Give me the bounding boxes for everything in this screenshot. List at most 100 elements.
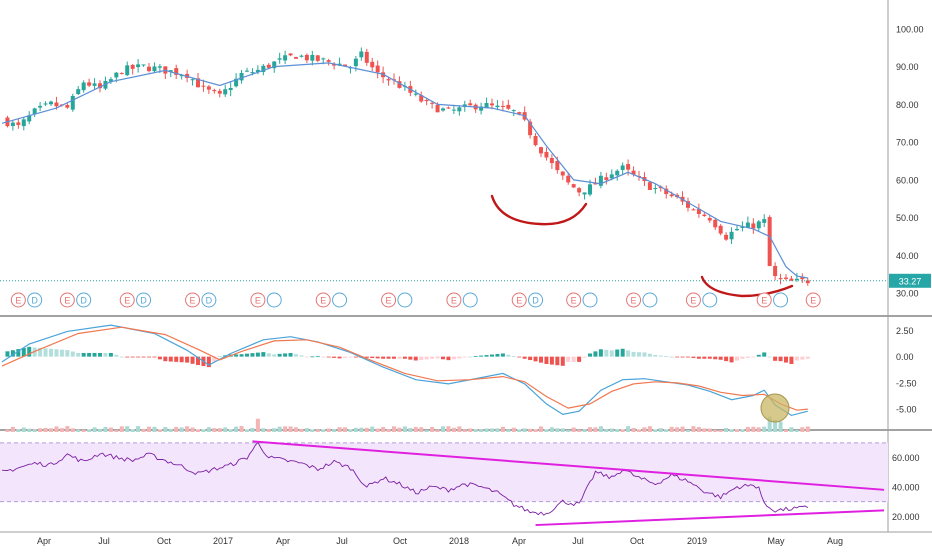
candle[interactable]: [517, 112, 522, 114]
candle[interactable]: [32, 108, 37, 114]
earnings-marker[interactable]: E: [685, 292, 701, 308]
candle[interactable]: [228, 88, 233, 91]
earnings-marker[interactable]: E: [381, 292, 397, 308]
candle[interactable]: [479, 106, 484, 111]
candle[interactable]: [686, 201, 690, 208]
candle[interactable]: [239, 72, 244, 81]
candle[interactable]: [457, 107, 462, 112]
dividend-marker[interactable]: [462, 292, 478, 308]
dividend-marker[interactable]: [642, 292, 658, 308]
candle[interactable]: [76, 89, 81, 95]
candle[interactable]: [364, 51, 369, 63]
candle[interactable]: [332, 63, 337, 66]
candle[interactable]: [555, 161, 560, 171]
candle[interactable]: [609, 174, 614, 179]
candle[interactable]: [206, 86, 211, 90]
candle[interactable]: [10, 122, 15, 126]
candle[interactable]: [647, 182, 652, 190]
candle[interactable]: [653, 188, 658, 190]
candle[interactable]: [729, 231, 734, 240]
candle[interactable]: [615, 170, 620, 176]
candle[interactable]: [626, 164, 631, 170]
macd-panel[interactable]: [1, 324, 810, 432]
earnings-marker[interactable]: E: [250, 292, 266, 308]
candle[interactable]: [277, 58, 282, 60]
candle[interactable]: [157, 66, 162, 68]
candle[interactable]: [805, 280, 810, 284]
candle[interactable]: [397, 81, 402, 88]
candle[interactable]: [724, 234, 729, 240]
candle[interactable]: [261, 65, 266, 73]
earnings-marker[interactable]: E: [511, 292, 527, 308]
earnings-marker[interactable]: E: [185, 292, 201, 308]
dividend-marker[interactable]: [582, 292, 598, 308]
candle[interactable]: [707, 218, 712, 221]
dividend-marker[interactable]: D: [528, 292, 544, 308]
candle[interactable]: [767, 217, 772, 267]
candle[interactable]: [114, 72, 119, 78]
earnings-marker[interactable]: E: [566, 292, 582, 308]
candle[interactable]: [664, 188, 669, 195]
candle[interactable]: [800, 276, 805, 280]
dividend-marker[interactable]: [332, 292, 348, 308]
candle[interactable]: [702, 214, 707, 217]
candle[interactable]: [190, 79, 195, 81]
dividend-marker[interactable]: D: [27, 292, 43, 308]
dividend-marker[interactable]: [397, 292, 413, 308]
candle[interactable]: [245, 70, 249, 72]
dividend-marker[interactable]: [266, 292, 282, 308]
candle[interactable]: [413, 93, 418, 95]
candle[interactable]: [582, 192, 587, 195]
candle[interactable]: [283, 55, 288, 61]
candle[interactable]: [136, 64, 141, 68]
candle[interactable]: [484, 103, 489, 108]
earnings-marker[interactable]: E: [446, 292, 462, 308]
candle[interactable]: [141, 64, 146, 66]
candle[interactable]: [740, 226, 745, 228]
candle[interactable]: [571, 184, 576, 188]
candle[interactable]: [70, 95, 75, 110]
candle[interactable]: [604, 177, 609, 180]
candle[interactable]: [16, 122, 21, 125]
rsi-trendline[interactable]: [252, 440, 885, 491]
candle[interactable]: [566, 175, 571, 183]
candle[interactable]: [506, 104, 511, 109]
candle[interactable]: [288, 53, 293, 56]
dividend-marker[interactable]: [773, 292, 789, 308]
candle[interactable]: [255, 69, 260, 73]
candle[interactable]: [212, 90, 217, 92]
candle[interactable]: [119, 73, 124, 75]
candle[interactable]: [713, 219, 718, 228]
earnings-marker[interactable]: E: [315, 292, 331, 308]
candle[interactable]: [353, 58, 358, 67]
candle[interactable]: [419, 95, 424, 102]
candle[interactable]: [370, 61, 375, 68]
candle[interactable]: [528, 121, 533, 136]
rsi-trendline[interactable]: [535, 509, 885, 527]
candle[interactable]: [87, 82, 92, 86]
candle[interactable]: [92, 83, 97, 86]
candle[interactable]: [49, 101, 53, 105]
candle[interactable]: [560, 171, 565, 176]
candle[interactable]: [21, 119, 26, 127]
candle[interactable]: [588, 184, 592, 195]
dividend-marker[interactable]: [702, 292, 718, 308]
candle[interactable]: [321, 58, 326, 60]
candle[interactable]: [359, 51, 364, 58]
candle[interactable]: [451, 109, 456, 111]
candle[interactable]: [196, 78, 200, 88]
candle[interactable]: [745, 222, 750, 228]
candle[interactable]: [511, 110, 516, 112]
candle[interactable]: [294, 57, 298, 59]
candle[interactable]: [631, 170, 636, 175]
candle[interactable]: [266, 64, 271, 68]
candle[interactable]: [500, 105, 505, 107]
candle[interactable]: [435, 104, 440, 113]
dividend-marker[interactable]: D: [76, 292, 92, 308]
candle[interactable]: [577, 188, 582, 193]
candle[interactable]: [174, 68, 179, 75]
candle[interactable]: [424, 100, 429, 102]
candle[interactable]: [326, 60, 331, 62]
candle[interactable]: [696, 208, 701, 214]
